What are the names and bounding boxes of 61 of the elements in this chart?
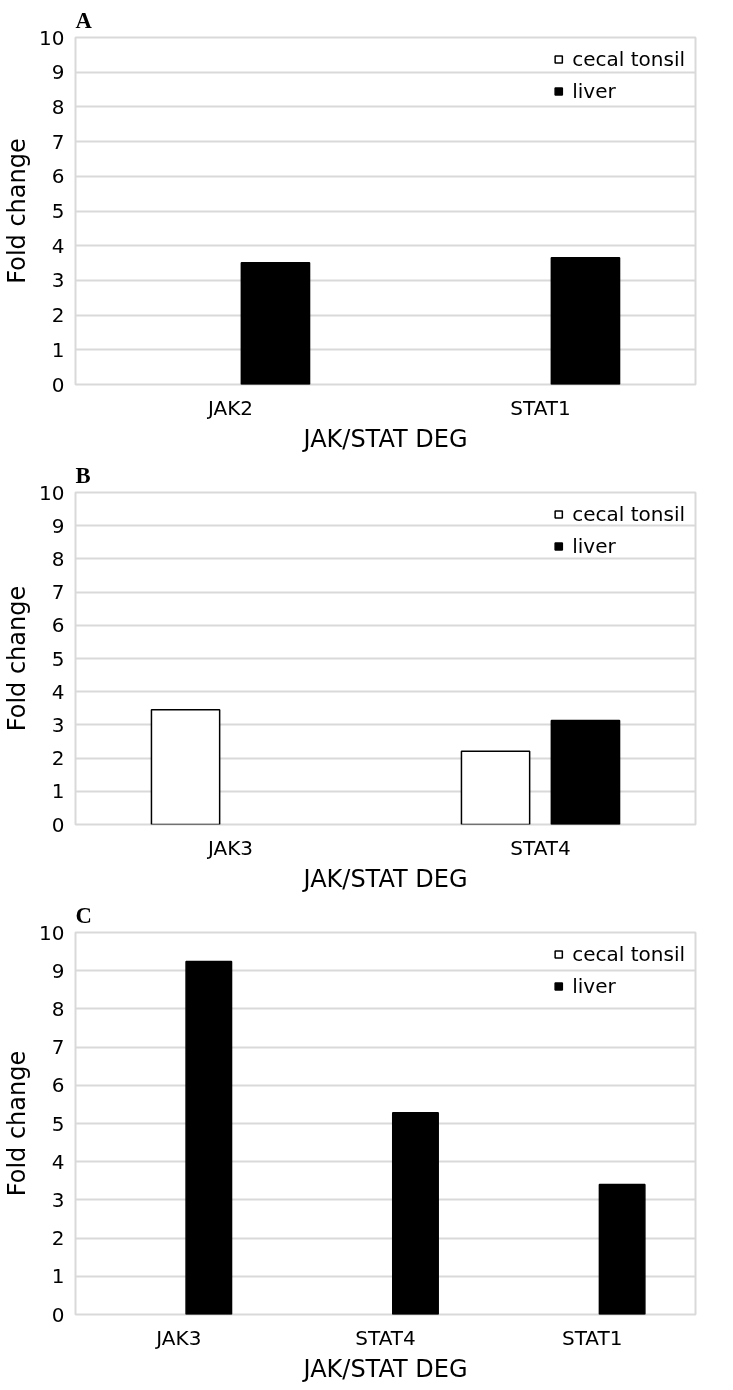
- chart-title: B: [75, 462, 91, 488]
- y-tick-label: 8: [51, 94, 65, 119]
- y-tick-label: 4: [51, 679, 65, 704]
- y-tick-label: 5: [51, 199, 65, 223]
- x-tick-label: STAT4: [355, 1325, 416, 1350]
- y-tick-label: 1: [51, 779, 65, 804]
- y-axis-title: Fold change: [3, 585, 32, 732]
- x-tick-label: STAT1: [561, 1325, 623, 1350]
- y-tick-label: 7: [51, 129, 65, 154]
- y-tick-label: 3: [51, 268, 65, 293]
- y-tick-label: 0: [51, 1302, 65, 1327]
- y-tick-label: 2: [51, 746, 65, 771]
- legend-label: cecal tonsil: [572, 47, 685, 71]
- bar: [150, 708, 221, 825]
- y-tick-label: 2: [51, 1226, 65, 1251]
- x-tick-label: JAK3: [154, 1325, 202, 1350]
- x-tick-label: JAK3: [205, 835, 254, 860]
- y-tick-label: 8: [51, 996, 65, 1021]
- x-axis-title: JAK/STAT DEG: [301, 864, 468, 893]
- y-tick-label: 3: [51, 712, 65, 737]
- y-tick-label: 2: [51, 303, 65, 328]
- y-tick-label: 10: [39, 480, 65, 505]
- y-tick-label: 6: [51, 1073, 65, 1098]
- x-tick-label: JAK2: [205, 395, 254, 420]
- y-tick-label: 1: [51, 1264, 65, 1289]
- y-tick-label: 8: [51, 546, 65, 571]
- y-tick-label: 6: [51, 613, 65, 638]
- y-tick-label: 7: [51, 1035, 65, 1060]
- y-tick-label: 7: [51, 580, 65, 605]
- x-tick-label: STAT1: [510, 395, 571, 420]
- y-tick-label: 6: [51, 164, 65, 189]
- chart-title: C: [75, 902, 92, 928]
- legend-label: liver: [572, 79, 616, 103]
- chart-title: A: [75, 7, 93, 33]
- legend-label: liver: [572, 974, 616, 998]
- legend-label: liver: [572, 534, 616, 558]
- legend-label: cecal tonsil: [572, 942, 685, 966]
- y-axis-title: Fold change: [3, 138, 32, 284]
- y-tick-label: 5: [51, 1111, 65, 1136]
- bar: [598, 1183, 646, 1315]
- bar: [460, 750, 531, 825]
- x-axis-title: JAK/STAT DEG: [301, 1354, 468, 1383]
- bar: [391, 1112, 439, 1315]
- y-tick-label: 10: [39, 920, 65, 945]
- y-tick-label: 4: [51, 1149, 65, 1174]
- y-tick-label: 0: [51, 812, 65, 837]
- legend-label: cecal tonsil: [572, 502, 685, 526]
- y-tick-label: 9: [51, 958, 65, 983]
- y-tick-label: 0: [51, 372, 65, 397]
- bar: [185, 960, 233, 1315]
- y-tick-label: 9: [51, 60, 65, 85]
- y-tick-label: 3: [51, 1187, 65, 1212]
- y-tick-label: 4: [51, 233, 65, 258]
- y-axis-title: Fold change: [3, 1050, 32, 1197]
- y-tick-label: 10: [39, 25, 65, 50]
- y-tick-label: 5: [51, 646, 65, 671]
- y-tick-label: 1: [51, 337, 65, 362]
- x-tick-label: STAT4: [510, 835, 571, 860]
- bar: [550, 719, 621, 825]
- y-tick-label: 9: [51, 513, 65, 538]
- x-axis-title: JAK/STAT DEG: [301, 424, 468, 453]
